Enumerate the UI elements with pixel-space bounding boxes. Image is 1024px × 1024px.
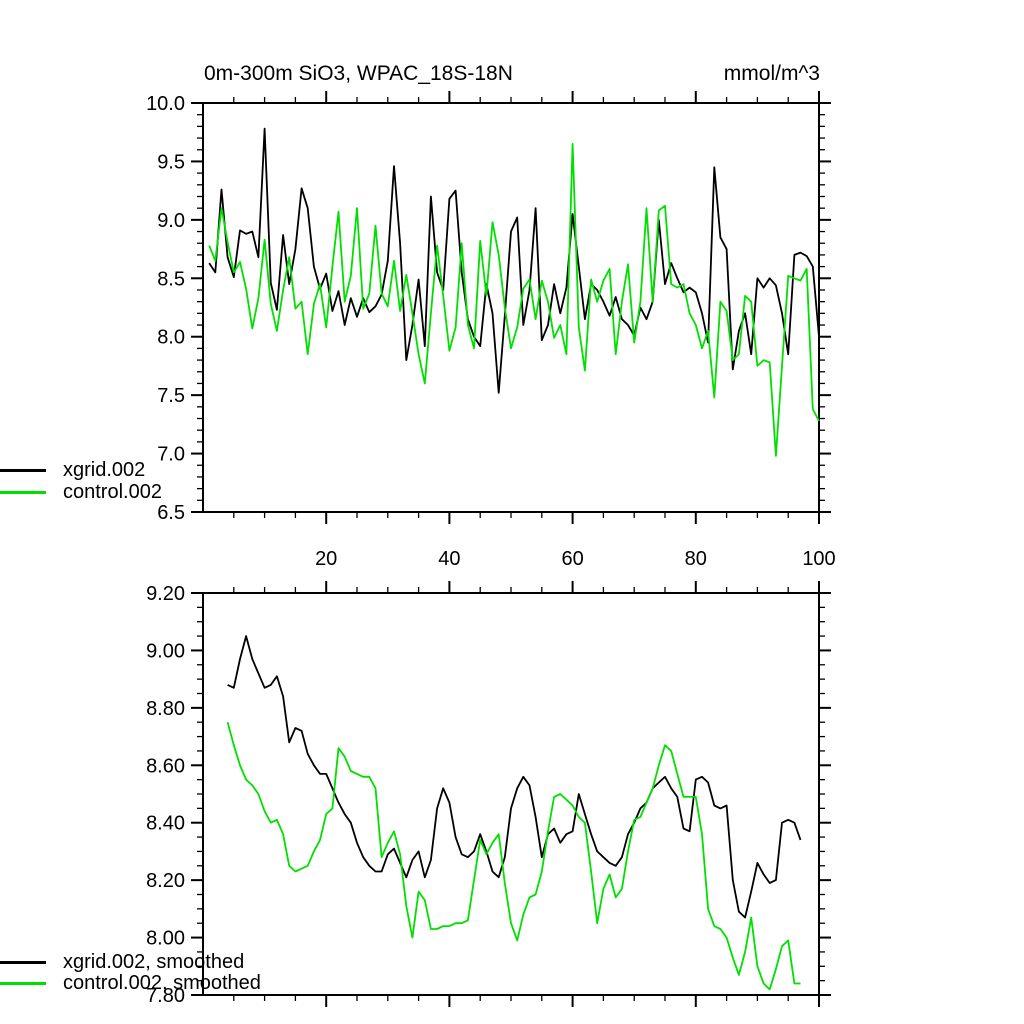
series-line [226, 721, 801, 991]
y-tick-label: 8.40 [146, 813, 185, 835]
x-tick-label: 20 [315, 548, 337, 570]
y-tick-label: 6.5 [157, 502, 185, 524]
y-tick-label: 8.80 [146, 698, 185, 720]
x-tick-label: 100 [802, 548, 835, 570]
series-line [208, 127, 820, 394]
legend-line-sample-green [0, 490, 46, 494]
y-tick-label: 10.0 [146, 93, 185, 115]
legend-label: xgrid.002, smoothed [63, 950, 245, 973]
y-tick-label: 8.60 [146, 755, 185, 777]
y-tick-label: 8.00 [146, 928, 185, 950]
series-line [208, 142, 820, 457]
legend-item-control: control.002 [0, 481, 162, 503]
legend-line-sample-green [0, 981, 46, 985]
chart-units-label: mmol/m^3 [723, 62, 820, 85]
panel-border [202, 592, 820, 996]
legend-label: control.002, smoothed [63, 971, 261, 994]
y-tick-label: 9.0 [157, 210, 185, 232]
series-line [227, 635, 802, 919]
legend-item-xgrid: xgrid.002 [0, 459, 145, 481]
legend-line-sample-black [0, 960, 46, 964]
y-tick-label: 7.80 [146, 985, 185, 1007]
y-tick-label: 9.00 [146, 640, 185, 662]
chart-title: 0m-300m SiO3, WPAC_18S-18N [204, 62, 513, 85]
y-tick-label: 8.20 [146, 870, 185, 892]
x-tick-label: 80 [685, 548, 707, 570]
y-tick-label: 7.0 [157, 444, 185, 466]
legend-label: xgrid.002 [63, 458, 146, 481]
y-tick-label: 7.5 [157, 385, 185, 407]
legend-label: control.002 [63, 480, 162, 503]
x-tick-label: 40 [438, 548, 460, 570]
y-tick-label: 9.5 [157, 151, 185, 173]
legend-item-xgrid-smoothed: xgrid.002, smoothed [0, 951, 244, 973]
legend-item-control-smoothed: control.002, smoothed [0, 972, 261, 994]
x-tick-label: 60 [561, 548, 583, 570]
y-tick-label: 8.0 [157, 327, 185, 349]
legend-line-sample-black [0, 468, 46, 472]
y-tick-label: 8.5 [157, 268, 185, 290]
y-tick-label: 9.20 [146, 583, 185, 605]
